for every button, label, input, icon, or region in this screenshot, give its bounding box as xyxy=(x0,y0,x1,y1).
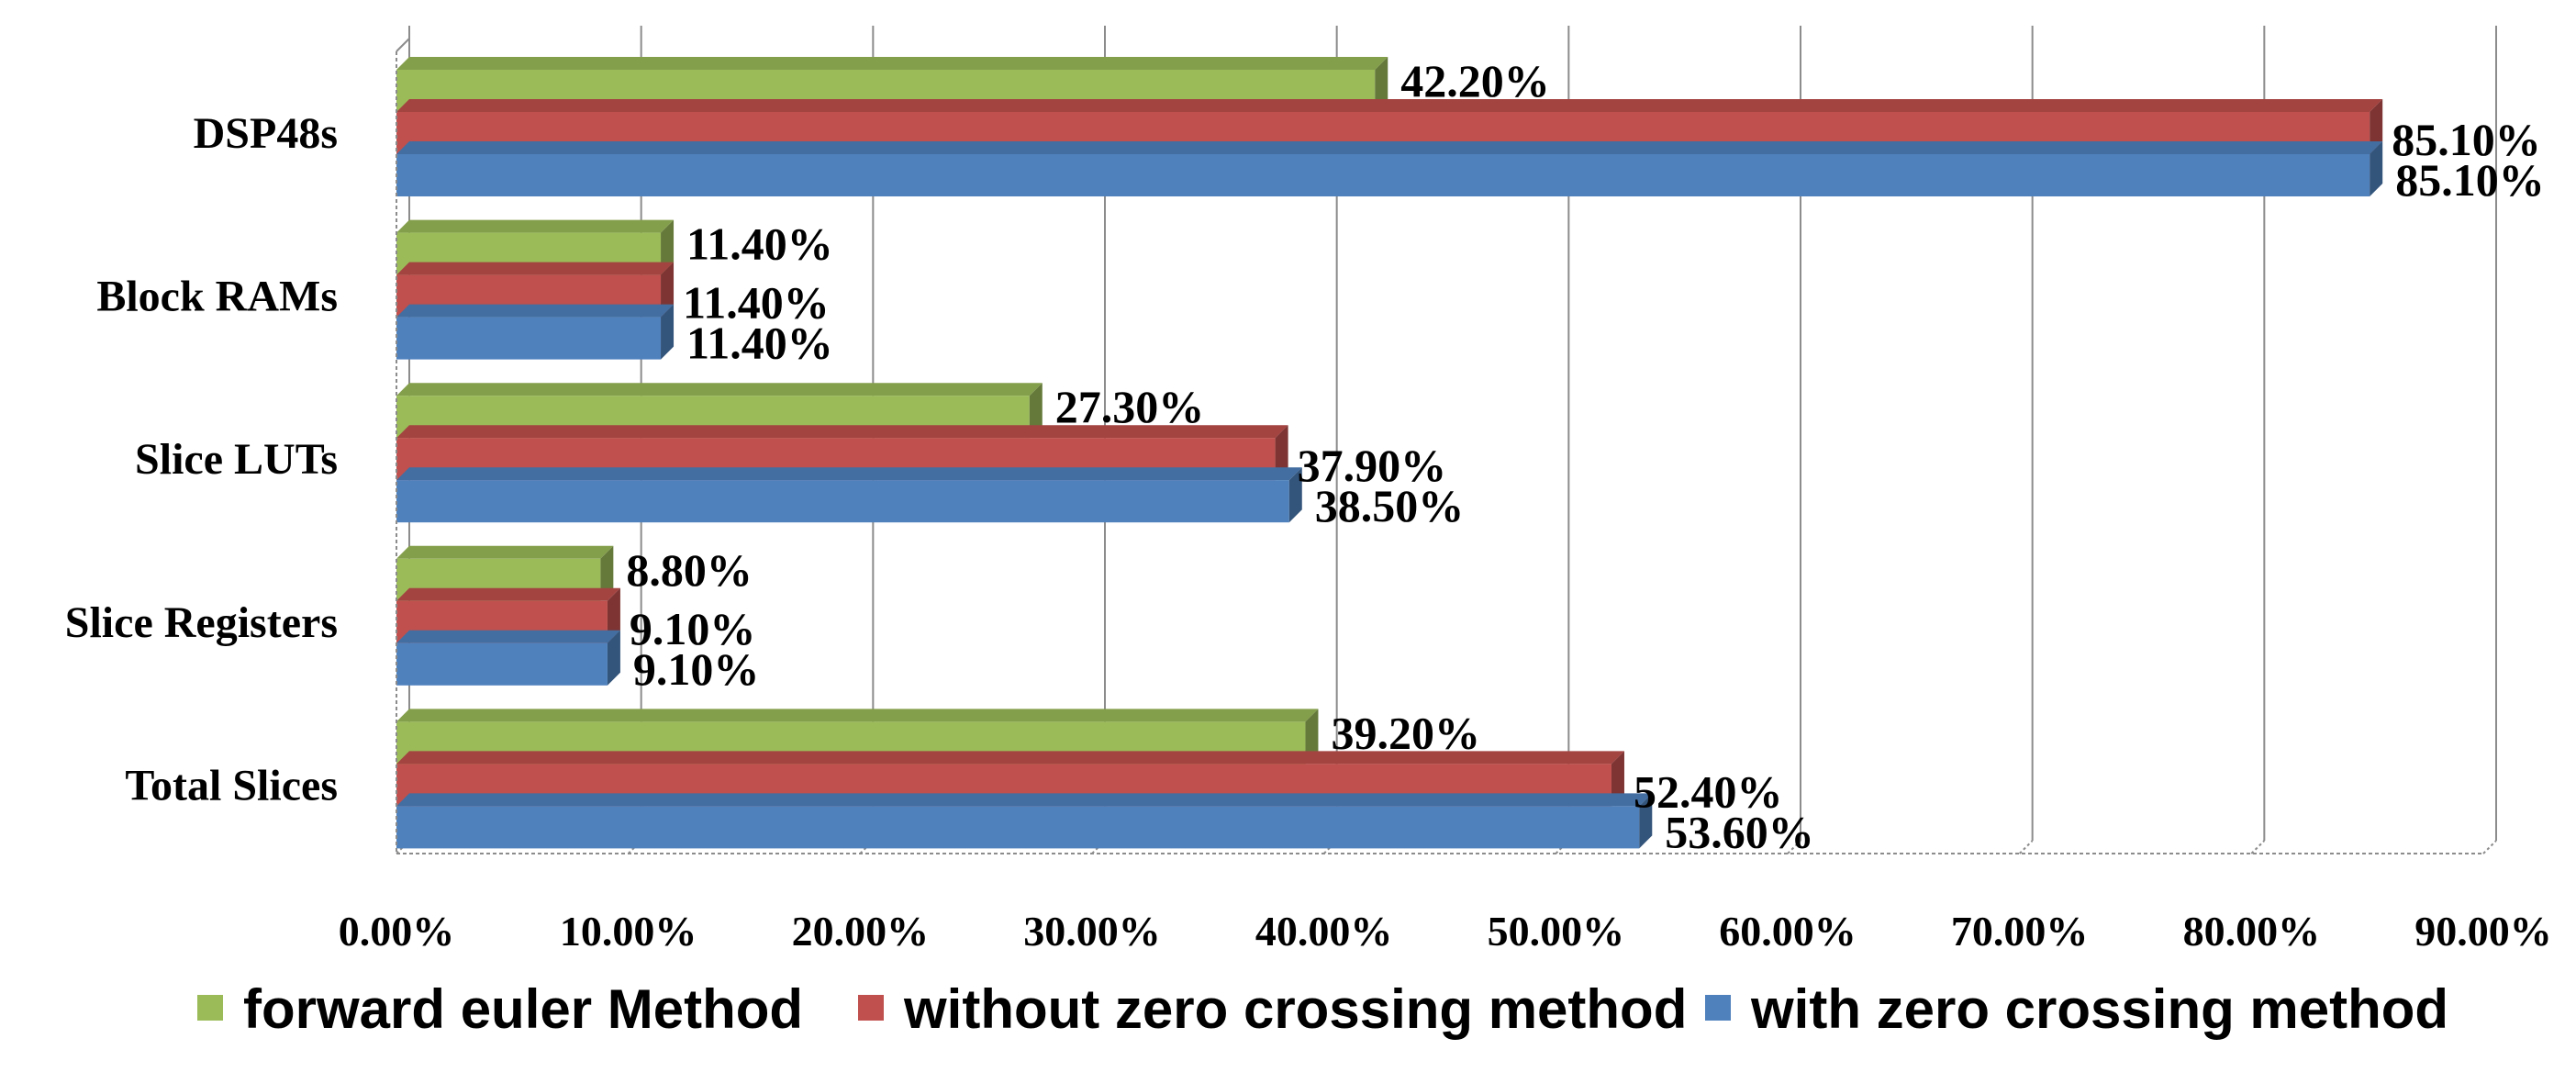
data-label: 85.10% xyxy=(2392,114,2541,165)
data-label: 52.40% xyxy=(1634,765,1783,817)
category-label: Block RAMs xyxy=(96,273,338,321)
x-tick-label: 0.00% xyxy=(339,908,455,955)
bar-side-face xyxy=(607,587,620,643)
bar xyxy=(396,154,2370,196)
x-tick-label: 50.00% xyxy=(1488,908,1625,955)
data-label: 8.80% xyxy=(626,544,753,596)
data-label: 9.10% xyxy=(633,643,760,695)
bar xyxy=(396,806,1640,849)
legend: forward euler Method without zero crossin… xyxy=(197,978,2448,1040)
y-axis-top xyxy=(396,38,410,52)
bar-side-face xyxy=(661,219,675,275)
data-labels-layer: 42.20%85.10%85.10%11.40%11.40%11.40%27.3… xyxy=(626,55,2544,857)
data-label: 11.40% xyxy=(686,218,833,270)
x-tick-label: 80.00% xyxy=(2183,908,2321,955)
axis-layer: DSP48s Block RAMs Slice LUTs Slice Register… xyxy=(65,38,2552,955)
data-label: 11.40% xyxy=(686,318,833,369)
bar-side-face xyxy=(1288,467,1302,523)
data-label: 27.30% xyxy=(1055,381,1205,432)
legend-label: without zero crossing method xyxy=(903,978,1687,1040)
bar-top-face xyxy=(396,545,614,559)
bar-top-face xyxy=(396,99,2383,112)
bar-top-face xyxy=(396,587,620,601)
category-label: Slice LUTs xyxy=(135,435,338,484)
data-label: 11.40% xyxy=(683,277,830,329)
legend-swatch xyxy=(197,995,223,1021)
bar-side-face xyxy=(1029,383,1043,439)
bar-top-face xyxy=(396,304,675,318)
data-label: 37.90% xyxy=(1298,440,1447,491)
bar-side-face xyxy=(1639,793,1653,849)
bar-top-face xyxy=(396,262,675,275)
legend-label: with zero crossing method xyxy=(1750,978,2448,1040)
legend-label: forward euler Method xyxy=(243,978,803,1040)
data-label: 9.10% xyxy=(630,603,756,654)
bar-top-face xyxy=(396,57,1388,70)
data-label: 85.10% xyxy=(2395,154,2545,206)
data-label: 53.60% xyxy=(1665,806,1814,857)
data-label: 39.20% xyxy=(1331,707,1480,758)
bar-side-face xyxy=(1305,709,1319,765)
data-label: 38.50% xyxy=(1315,480,1465,531)
x-tick-label: 20.00% xyxy=(792,908,930,955)
bar xyxy=(396,642,608,686)
bar-top-face xyxy=(396,219,675,233)
x-tick-label: 40.00% xyxy=(1255,908,1393,955)
bar-side-face xyxy=(661,304,675,360)
bar-top-face xyxy=(396,751,1624,765)
legend-swatch xyxy=(858,995,884,1021)
bar-top-face xyxy=(396,793,1653,807)
bar-side-face xyxy=(607,630,620,686)
category-label: Slice Registers xyxy=(65,598,338,647)
bars-layer xyxy=(396,57,2383,849)
category-label: Total Slices xyxy=(125,761,338,809)
bar-side-face xyxy=(1375,57,1388,112)
legend-swatch xyxy=(1705,995,1731,1021)
x-tick-label: 70.00% xyxy=(1951,908,2089,955)
gridline-floor xyxy=(2250,840,2266,854)
bar-top-face xyxy=(396,467,1302,481)
gridline-floor xyxy=(2482,840,2497,854)
bar xyxy=(396,317,662,360)
bar-side-face xyxy=(1275,425,1288,481)
bar-side-face xyxy=(1611,751,1624,807)
x-tick-label: 60.00% xyxy=(1719,908,1857,955)
bar-top-face xyxy=(396,425,1288,439)
x-tick-label: 90.00% xyxy=(2414,908,2552,955)
bar-side-face xyxy=(2370,99,2383,154)
bar-top-face xyxy=(396,141,2383,154)
bar-top-face xyxy=(396,630,620,643)
bar-side-face xyxy=(600,545,614,601)
bar-top-face xyxy=(396,709,1319,722)
bar xyxy=(396,480,1289,523)
data-label: 42.20% xyxy=(1400,55,1550,106)
x-tick-label: 10.00% xyxy=(560,908,697,955)
x-tick-label: 30.00% xyxy=(1023,908,1161,955)
category-label: DSP48s xyxy=(194,109,338,158)
bar-top-face xyxy=(396,383,1043,396)
gridline-floor xyxy=(2018,840,2034,854)
bar-side-face xyxy=(661,262,675,318)
bar-side-face xyxy=(2370,141,2383,196)
